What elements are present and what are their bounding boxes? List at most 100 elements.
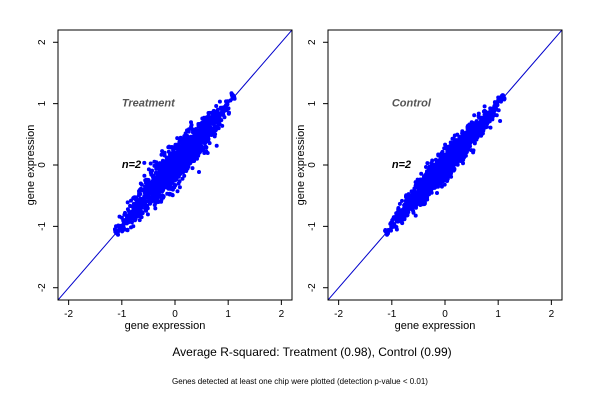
data-point <box>453 162 458 167</box>
data-point <box>479 120 484 125</box>
x-tick-label: -2 <box>64 309 73 320</box>
data-point <box>154 166 159 171</box>
data-point <box>160 170 165 175</box>
data-point <box>179 163 184 168</box>
data-point <box>414 202 419 207</box>
data-point <box>184 138 189 142</box>
data-point <box>181 155 186 160</box>
data-point <box>405 196 410 201</box>
y-tick-label: 2 <box>307 39 318 45</box>
y-tick-label: -1 <box>307 221 318 230</box>
data-point <box>425 190 430 195</box>
data-point <box>490 117 495 122</box>
data-point <box>471 131 476 136</box>
data-point <box>469 136 474 141</box>
data-point <box>134 204 138 209</box>
data-point <box>170 180 175 185</box>
data-point <box>194 128 199 133</box>
data-point <box>459 139 464 144</box>
data-point <box>443 166 448 171</box>
y-tick-label: 0 <box>307 162 318 168</box>
data-point <box>413 213 418 218</box>
data-point <box>168 164 173 169</box>
x-tick-label: 2 <box>549 309 555 320</box>
data-point <box>449 174 454 179</box>
data-point <box>135 198 140 203</box>
data-point <box>188 134 193 139</box>
data-point <box>131 216 136 221</box>
data-point <box>204 129 210 134</box>
data-point <box>473 122 477 127</box>
data-point <box>156 181 162 186</box>
data-point <box>427 187 432 192</box>
data-point <box>206 113 211 118</box>
data-point <box>170 185 175 190</box>
data-point <box>442 146 447 151</box>
data-point <box>188 143 194 148</box>
data-point <box>186 162 191 167</box>
data-point <box>150 168 155 173</box>
x-tick-label: -2 <box>334 309 343 320</box>
x-tick-label: -1 <box>387 309 396 320</box>
data-point <box>139 186 143 191</box>
y-tick-label: -2 <box>307 283 318 292</box>
data-point <box>461 148 466 152</box>
data-point <box>129 225 133 230</box>
data-point <box>458 148 463 153</box>
data-point <box>197 170 201 174</box>
data-point <box>426 172 431 177</box>
data-point <box>403 208 408 213</box>
y-tick-label: -1 <box>37 221 48 230</box>
data-point <box>448 165 453 169</box>
data-point <box>435 160 440 165</box>
data-point <box>165 185 170 190</box>
y-tick-label: 2 <box>37 39 48 45</box>
data-point <box>201 132 206 137</box>
data-point <box>493 101 498 106</box>
y-tick-label: 1 <box>37 100 48 106</box>
data-point <box>488 125 493 130</box>
data-point <box>129 198 133 203</box>
data-point <box>137 218 142 223</box>
data-point <box>216 116 221 121</box>
data-point <box>419 171 424 176</box>
data-point <box>176 156 181 161</box>
data-point <box>183 159 188 164</box>
data-point <box>202 151 207 155</box>
y-tick-label: 0 <box>37 162 48 168</box>
data-point <box>422 199 427 204</box>
data-point <box>424 176 429 181</box>
data-point <box>181 137 186 142</box>
data-point <box>169 153 174 157</box>
data-point <box>214 127 219 131</box>
data-point <box>144 207 148 212</box>
panel-title: Treatment <box>122 98 176 110</box>
data-point <box>433 164 438 169</box>
data-point <box>407 205 411 210</box>
data-point <box>462 131 467 136</box>
data-point <box>128 203 133 208</box>
data-point <box>391 217 396 222</box>
sample-size-label: n=2 <box>122 159 141 171</box>
data-point <box>501 94 506 99</box>
data-point <box>180 149 185 154</box>
data-point <box>173 154 178 159</box>
data-point <box>203 125 208 130</box>
data-point <box>135 214 140 219</box>
data-point <box>203 119 208 124</box>
panel-title: Control <box>392 98 432 110</box>
data-point <box>490 106 496 111</box>
data-point <box>185 128 189 133</box>
data-point <box>397 211 402 216</box>
data-point <box>204 145 209 150</box>
data-point <box>214 143 219 148</box>
data-point <box>192 133 197 138</box>
data-point <box>220 105 225 110</box>
data-point <box>192 158 196 163</box>
data-point <box>476 114 481 119</box>
x-tick-label: 1 <box>495 309 501 320</box>
data-point <box>151 173 156 178</box>
data-point <box>161 179 166 183</box>
data-point <box>190 166 195 171</box>
data-point <box>195 152 200 157</box>
